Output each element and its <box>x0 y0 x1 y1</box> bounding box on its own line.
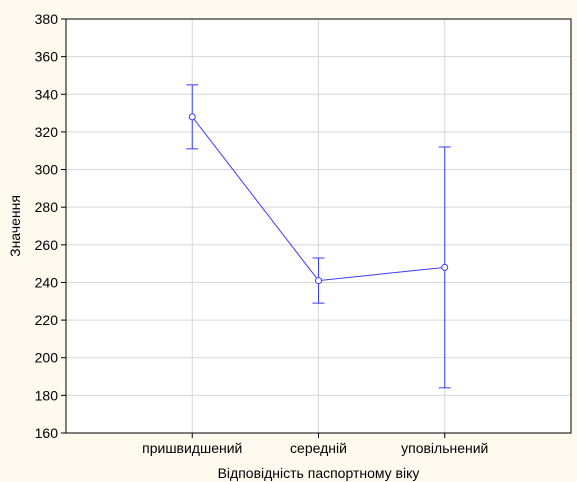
x-tick-label: середній <box>290 440 347 456</box>
y-tick-label: 300 <box>35 162 59 178</box>
y-tick-label: 360 <box>35 49 59 65</box>
y-tick-label: 380 <box>35 11 59 27</box>
y-tick-label: 320 <box>35 124 59 140</box>
y-tick-label: 260 <box>35 237 59 253</box>
x-tick-label: уповільнений <box>401 440 488 456</box>
data-points <box>188 113 449 285</box>
x-axis-title: Відповідність паспортному віку <box>218 465 420 481</box>
plot-frame <box>65 18 572 434</box>
x-axis-ticks: пришвидшений середній уповільнений <box>142 433 488 456</box>
y-tick-label: 280 <box>35 199 59 215</box>
y-tick-label: 220 <box>35 312 59 328</box>
y-tick-label: 200 <box>35 350 59 366</box>
y-axis-ticks: 160 180 200 220 240 260 280 300 320 340 360 380 <box>35 11 66 441</box>
data-point <box>441 263 449 271</box>
y-tick-label: 160 <box>35 425 59 441</box>
y-tick-label: 240 <box>35 274 59 290</box>
x-tick-label: пришвидшений <box>142 440 242 456</box>
y-axis-title: Значення <box>7 195 23 257</box>
y-tick-label: 340 <box>35 86 59 102</box>
y-tick-label: 180 <box>35 387 59 403</box>
data-point <box>315 277 322 285</box>
data-point <box>188 113 196 121</box>
